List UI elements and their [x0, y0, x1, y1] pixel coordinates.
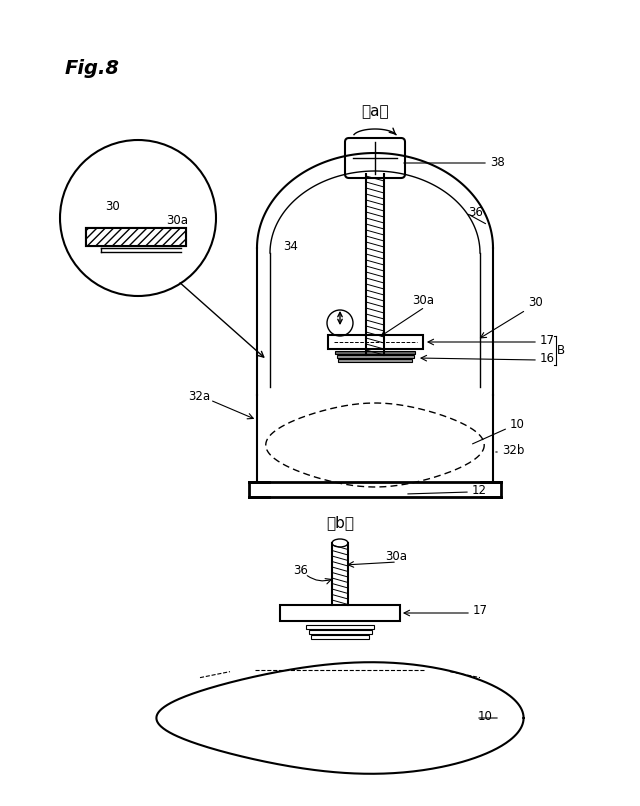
Text: 10: 10: [478, 709, 493, 722]
Text: 30a: 30a: [166, 214, 188, 226]
Ellipse shape: [332, 539, 348, 547]
Text: 30a: 30a: [412, 293, 434, 306]
Text: 12: 12: [472, 484, 487, 496]
Text: B: B: [557, 343, 565, 356]
Text: 30: 30: [105, 200, 120, 213]
Bar: [311, 635, 369, 639]
FancyBboxPatch shape: [345, 138, 405, 178]
Bar: [309, 630, 372, 634]
Bar: [86, 228, 186, 246]
Bar: [86, 228, 186, 246]
Text: 30: 30: [528, 297, 543, 310]
Text: 36: 36: [293, 563, 308, 576]
Text: 36: 36: [468, 206, 483, 219]
Text: 38: 38: [490, 156, 505, 169]
Bar: [328, 335, 423, 349]
Bar: [280, 605, 400, 621]
Text: 30a: 30a: [385, 550, 407, 563]
Text: Fig.8: Fig.8: [65, 59, 120, 77]
Text: （b）: （b）: [326, 516, 354, 530]
Bar: [337, 355, 414, 358]
Text: 32a: 32a: [188, 389, 210, 402]
Text: 10: 10: [510, 418, 525, 431]
Text: （a）: （a）: [361, 105, 389, 119]
Bar: [335, 351, 415, 354]
Text: 17: 17: [540, 334, 555, 347]
Text: 16: 16: [540, 351, 555, 364]
Text: 34: 34: [283, 239, 298, 252]
Bar: [306, 625, 374, 629]
Text: 17: 17: [473, 604, 488, 617]
Bar: [338, 359, 412, 362]
Circle shape: [60, 140, 216, 296]
Text: 32b: 32b: [502, 443, 524, 456]
